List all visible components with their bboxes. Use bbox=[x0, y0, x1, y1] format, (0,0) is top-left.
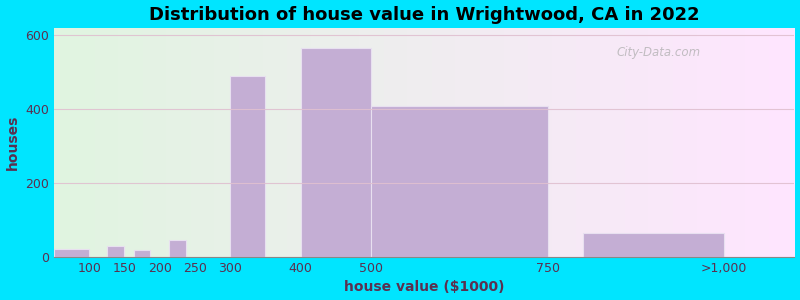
Bar bbox=[230, 76, 266, 257]
Bar bbox=[134, 250, 150, 257]
Bar bbox=[301, 48, 371, 257]
Bar bbox=[106, 246, 124, 257]
Bar bbox=[169, 240, 186, 257]
Text: City-Data.com: City-Data.com bbox=[617, 46, 701, 59]
Bar bbox=[371, 106, 547, 257]
X-axis label: house value ($1000): house value ($1000) bbox=[344, 280, 504, 294]
Bar bbox=[54, 249, 89, 257]
Y-axis label: houses: houses bbox=[6, 115, 19, 170]
Bar bbox=[583, 233, 724, 257]
Title: Distribution of house value in Wrightwood, CA in 2022: Distribution of house value in Wrightwoo… bbox=[149, 6, 699, 24]
